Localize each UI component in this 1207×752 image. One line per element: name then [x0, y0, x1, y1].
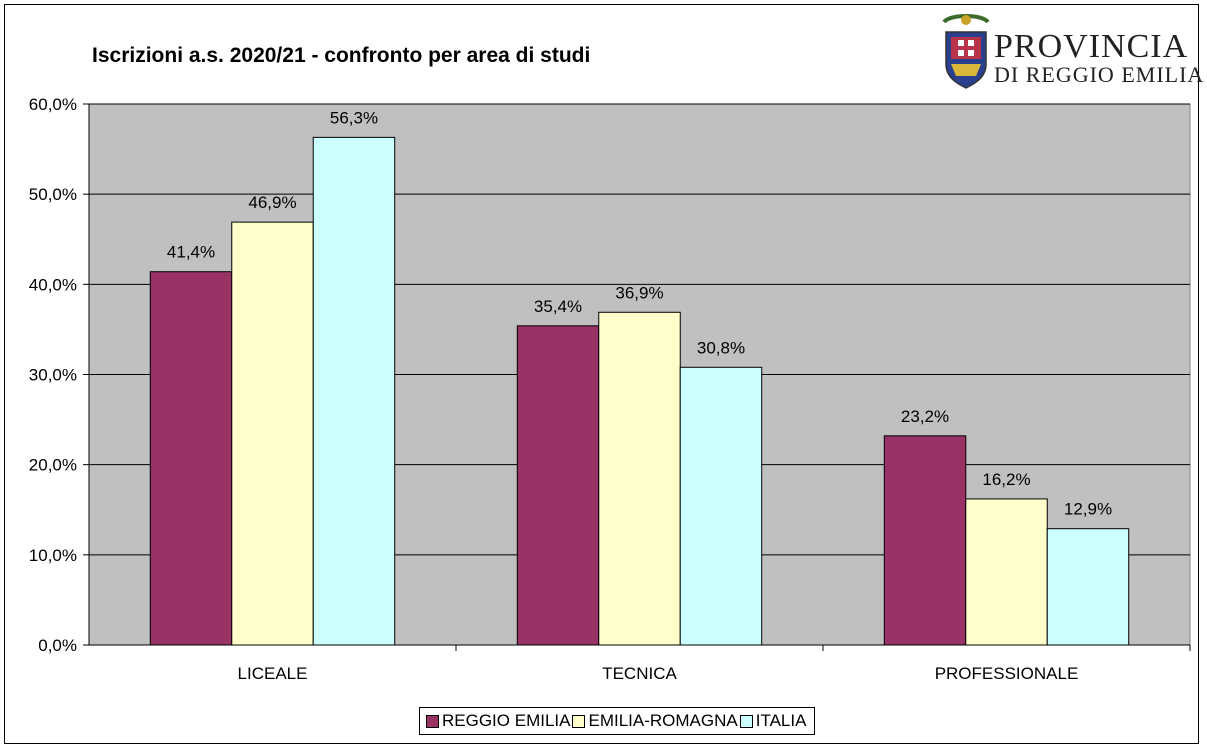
- bar: [965, 498, 1048, 646]
- y-tick-label: 60,0%: [29, 95, 77, 114]
- data-label: 35,4%: [534, 297, 582, 316]
- legend-label: EMILIA-ROMAGNA: [588, 711, 738, 730]
- bar: [231, 221, 314, 646]
- bar: [312, 136, 396, 646]
- province-logo: PROVINCIA DI REGGIO EMILIA: [936, 12, 1203, 92]
- y-tick-label: 20,0%: [29, 456, 77, 475]
- data-label: 23,2%: [901, 407, 949, 426]
- x-tick-label: PROFESSIONALE: [935, 664, 1079, 683]
- x-tick-label: TECNICA: [602, 664, 677, 683]
- bar: [516, 325, 600, 646]
- x-tick-label: LICEALE: [238, 664, 308, 683]
- legend-item: EMILIA-ROMAGNA: [572, 711, 738, 731]
- legend-label: ITALIA: [755, 711, 807, 730]
- data-label: 16,2%: [982, 470, 1030, 489]
- bar: [149, 271, 233, 646]
- data-label: 41,4%: [167, 243, 215, 262]
- y-tick-label: 0,0%: [38, 636, 77, 655]
- legend-swatch: [572, 714, 586, 728]
- data-label: 56,3%: [330, 108, 378, 127]
- bar: [883, 435, 967, 646]
- legend-swatch: [739, 714, 753, 728]
- bar: [1046, 528, 1130, 646]
- legend-item: ITALIA: [739, 711, 807, 731]
- bar: [598, 311, 681, 646]
- data-label: 30,8%: [697, 338, 745, 357]
- y-tick-label: 30,0%: [29, 366, 77, 385]
- legend-label: REGGIO EMILIA: [442, 711, 571, 730]
- bar: [679, 366, 763, 646]
- chart-legend: REGGIO EMILIA EMILIA-ROMAGNA ITALIA: [419, 707, 816, 735]
- legend-swatch: [426, 714, 439, 728]
- legend-item: REGGIO EMILIA: [426, 711, 570, 731]
- coat-of-arms-icon: [942, 14, 990, 89]
- y-tick-label: 50,0%: [29, 185, 77, 204]
- logo-text-reggio-emilia: DI REGGIO EMILIA: [994, 62, 1205, 87]
- chart-title: Iscrizioni a.s. 2020/21 - confronto per …: [92, 44, 591, 67]
- y-tick-label: 40,0%: [29, 275, 77, 294]
- data-label: 36,9%: [615, 283, 663, 302]
- logo-text-provincia: PROVINCIA: [994, 28, 1189, 65]
- data-label: 46,9%: [248, 193, 296, 212]
- data-label: 12,9%: [1064, 500, 1112, 519]
- y-tick-label: 10,0%: [29, 546, 77, 565]
